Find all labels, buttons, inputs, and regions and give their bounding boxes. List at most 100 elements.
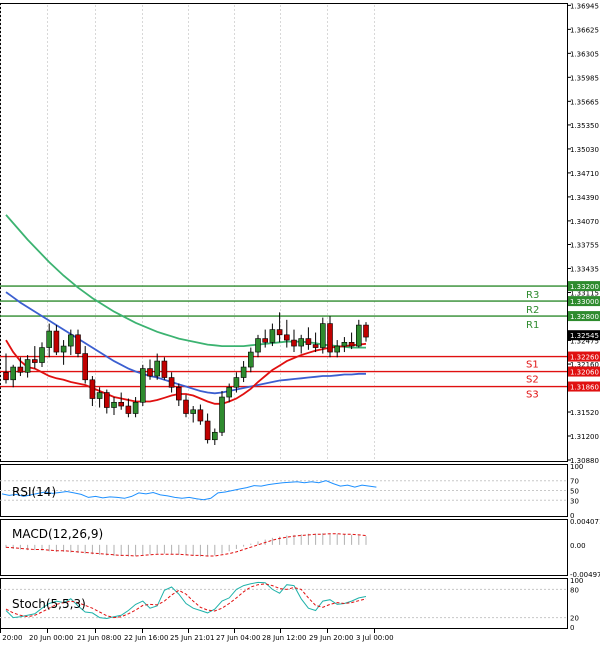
y-tick-label: 1.35665 [570, 98, 599, 106]
candle-body [118, 401, 124, 407]
candle-body [31, 359, 38, 363]
y-tick-label: 1.36305 [570, 50, 599, 58]
candle-body [226, 386, 232, 398]
y-tick-label: 1.30880 [570, 457, 599, 465]
candle-body [10, 366, 16, 381]
x-tick-label: 19 Jun 20:00 [0, 634, 22, 642]
candle-body [60, 345, 67, 353]
candle-body [327, 323, 333, 353]
candle-body [248, 351, 254, 368]
y-tick-label: 1.35985 [570, 74, 599, 82]
y-tick-label: 1.33755 [570, 241, 599, 249]
candle-body [363, 324, 369, 338]
candle-body [3, 371, 9, 381]
price-y-axis: 1.36945 1.36625 1.36305 1.35985 1.35665 1.353… [567, 2, 599, 465]
stoch-label: Stoch(5,5,3) [12, 597, 86, 611]
candle-body [319, 323, 326, 348]
macd-tick-label: -0.004975 [570, 571, 600, 579]
rsi-tick-label: 100 [570, 463, 583, 471]
stoch-tick-label: 20 [570, 615, 579, 623]
rsi-tick-label: 50 [570, 488, 579, 496]
rsi-tick-label: 70 [570, 478, 579, 486]
y-tick-label: 1.36625 [570, 26, 599, 34]
level-price-tag-label: 1.33200 [570, 283, 599, 291]
candle-body [161, 360, 168, 378]
candle-body [204, 420, 211, 441]
level-price-tag-label: 1.32060 [570, 369, 599, 377]
level-price-tag [568, 281, 600, 292]
candle-body [89, 379, 96, 399]
x-tick-label: 27 Jun 04:00 [216, 634, 260, 642]
candle-body [68, 334, 74, 347]
stoch-tick-label: 100 [570, 577, 583, 585]
macd-indicator: 0.004071 0.00 -0.004975 [5, 518, 600, 579]
candle-body [17, 366, 24, 373]
candle-body [82, 353, 88, 381]
rsi-label: RSI(14) [12, 485, 56, 499]
x-tick-label: 20 Jun 00:00 [29, 634, 73, 642]
candle-body [154, 360, 160, 377]
candle-body [262, 338, 269, 343]
rsi-tick-label: 0 [570, 512, 574, 520]
candle-body [291, 339, 297, 347]
candle-body [39, 347, 45, 363]
current-price-label: 1.32545 [570, 332, 599, 340]
level-price-tag-label: 1.33000 [570, 298, 599, 306]
y-tick-label: 1.36945 [570, 2, 599, 10]
candle-body [53, 330, 60, 353]
candle-body [298, 338, 305, 347]
candle-body [355, 324, 362, 347]
rsi-indicator: 100 70 5030 0 [0, 463, 583, 520]
x-tick-label: 22 Jun 16:00 [124, 634, 168, 642]
candle-body [168, 377, 175, 388]
level-name-r2: R2 [526, 305, 539, 316]
y-tick-label: 1.35030 [570, 146, 599, 154]
candle-body [75, 334, 81, 354]
candle-body [104, 392, 110, 408]
ma-fast-line [5, 339, 367, 405]
x-tick-label: 29 Jun 20:00 [309, 634, 353, 642]
x-tick-label: 21 Jun 08:00 [77, 634, 121, 642]
stoch-panel [0, 578, 568, 629]
level-price-tag [568, 311, 600, 322]
level-name-r3: R3 [526, 290, 539, 301]
candle-body [348, 342, 355, 347]
level-price-tag-label: 1.31860 [570, 384, 599, 392]
candles [3, 312, 369, 446]
y-tick-label: 1.33435 [570, 265, 599, 273]
stoch-signal-line [5, 583, 367, 619]
candle-body [334, 345, 341, 353]
macd-label: MACD(12,26,9) [12, 527, 103, 541]
candle-body [132, 401, 139, 414]
y-tick-label: 1.31520 [570, 409, 599, 417]
candle-body [283, 334, 290, 341]
stoch-main-line [5, 581, 367, 620]
candle-body [341, 342, 348, 347]
level-price-tag [568, 381, 600, 392]
candle-body [24, 359, 31, 373]
candle-body [233, 377, 240, 388]
stoch-tick-label: 0 [570, 624, 574, 632]
level-price-tag [568, 366, 600, 377]
rsi-tick-label: 30 [570, 497, 579, 505]
level-name-r1: R1 [526, 320, 539, 331]
candle-body [212, 431, 218, 441]
y-tick-label: 1.32160 [570, 361, 599, 369]
candle-body [111, 401, 117, 408]
level-name-s2: S2 [526, 375, 539, 386]
candle-body [140, 368, 146, 403]
y-tick-label: 1.32475 [570, 337, 599, 345]
level-name-s3: S3 [526, 390, 539, 401]
macd-tick-label: 0.00 [570, 542, 586, 550]
candle-body [197, 409, 204, 422]
candle-body [219, 396, 225, 433]
level-price-tag [568, 351, 600, 362]
ma-mid-line [5, 291, 366, 395]
candle-body [176, 386, 182, 401]
y-tick-label: 1.34710 [570, 170, 599, 178]
y-tick-label: 1.33115 [570, 289, 599, 297]
macd-tick-label: 0.004071 [570, 518, 600, 526]
candle-body [276, 329, 283, 336]
